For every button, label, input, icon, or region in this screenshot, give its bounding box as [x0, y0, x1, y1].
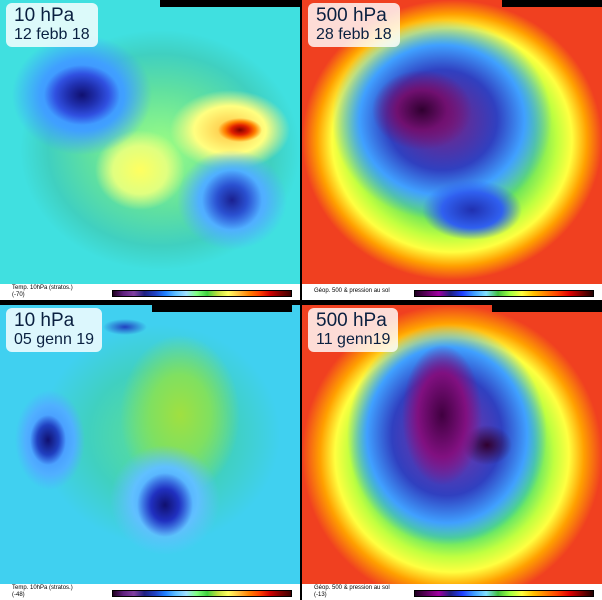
pressure-level: 10 hPa	[14, 5, 75, 26]
map-legend: Géop. 500 & pression au sol (-13)	[302, 584, 602, 600]
legend-value: (-13)	[314, 592, 327, 598]
legend-title: Géop. 500 & pression au sol	[314, 585, 390, 591]
legend-value: (-48)	[12, 592, 25, 598]
run-info-bar	[502, 0, 602, 7]
map-panel-500hpa-jan19: 500 hPa 11 genn19 Géop. 500 & pression a…	[302, 305, 602, 600]
color-scale-bar	[414, 290, 594, 297]
level-date-label: 10 hPa 05 genn 19	[6, 308, 103, 352]
legend-value: (-70)	[12, 292, 25, 298]
stratospheric-temperature-map	[0, 0, 300, 284]
legend-title: Temp. 10hPa (stratos.)	[12, 285, 73, 291]
pressure-level: 500 hPa	[316, 5, 387, 26]
map-date: 12 febb 18	[14, 26, 90, 43]
geopotential-map	[302, 0, 602, 284]
map-panel-10hpa-jan19: 10 hPa 05 genn 19 Temp. 10hPa (stratos.)…	[0, 305, 300, 600]
run-info-bar	[492, 305, 602, 312]
level-date-label: 500 hPa 11 genn19	[308, 308, 399, 352]
map-legend: Géop. 500 & pression au sol	[302, 284, 602, 300]
map-panel-10hpa-feb18: 10 hPa 12 febb 18 Temp. 10hPa (stratos.)…	[0, 0, 300, 300]
run-info-bar	[160, 0, 300, 7]
pressure-level: 500 hPa	[316, 310, 387, 331]
map-date: 28 febb 18	[316, 26, 392, 43]
color-scale-bar	[112, 290, 292, 297]
color-scale-bar	[112, 590, 292, 597]
legend-title: Temp. 10hPa (stratos.)	[12, 585, 73, 591]
stratospheric-temperature-map	[0, 305, 300, 584]
level-date-label: 10 hPa 12 febb 18	[6, 3, 98, 47]
map-legend: Temp. 10hPa (stratos.) (-70)	[0, 284, 300, 300]
run-info-bar	[152, 305, 292, 312]
map-legend: Temp. 10hPa (stratos.) (-48)	[0, 584, 300, 600]
map-date: 05 genn 19	[14, 331, 95, 348]
level-date-label: 500 hPa 28 febb 18	[308, 3, 400, 47]
pressure-level: 10 hPa	[14, 310, 75, 331]
map-date: 11 genn19	[316, 331, 391, 348]
color-scale-bar	[414, 590, 594, 597]
legend-title: Géop. 500 & pression au sol	[314, 288, 390, 294]
map-panel-500hpa-feb18: 500 hPa 28 febb 18 Géop. 500 & pression …	[302, 0, 602, 300]
